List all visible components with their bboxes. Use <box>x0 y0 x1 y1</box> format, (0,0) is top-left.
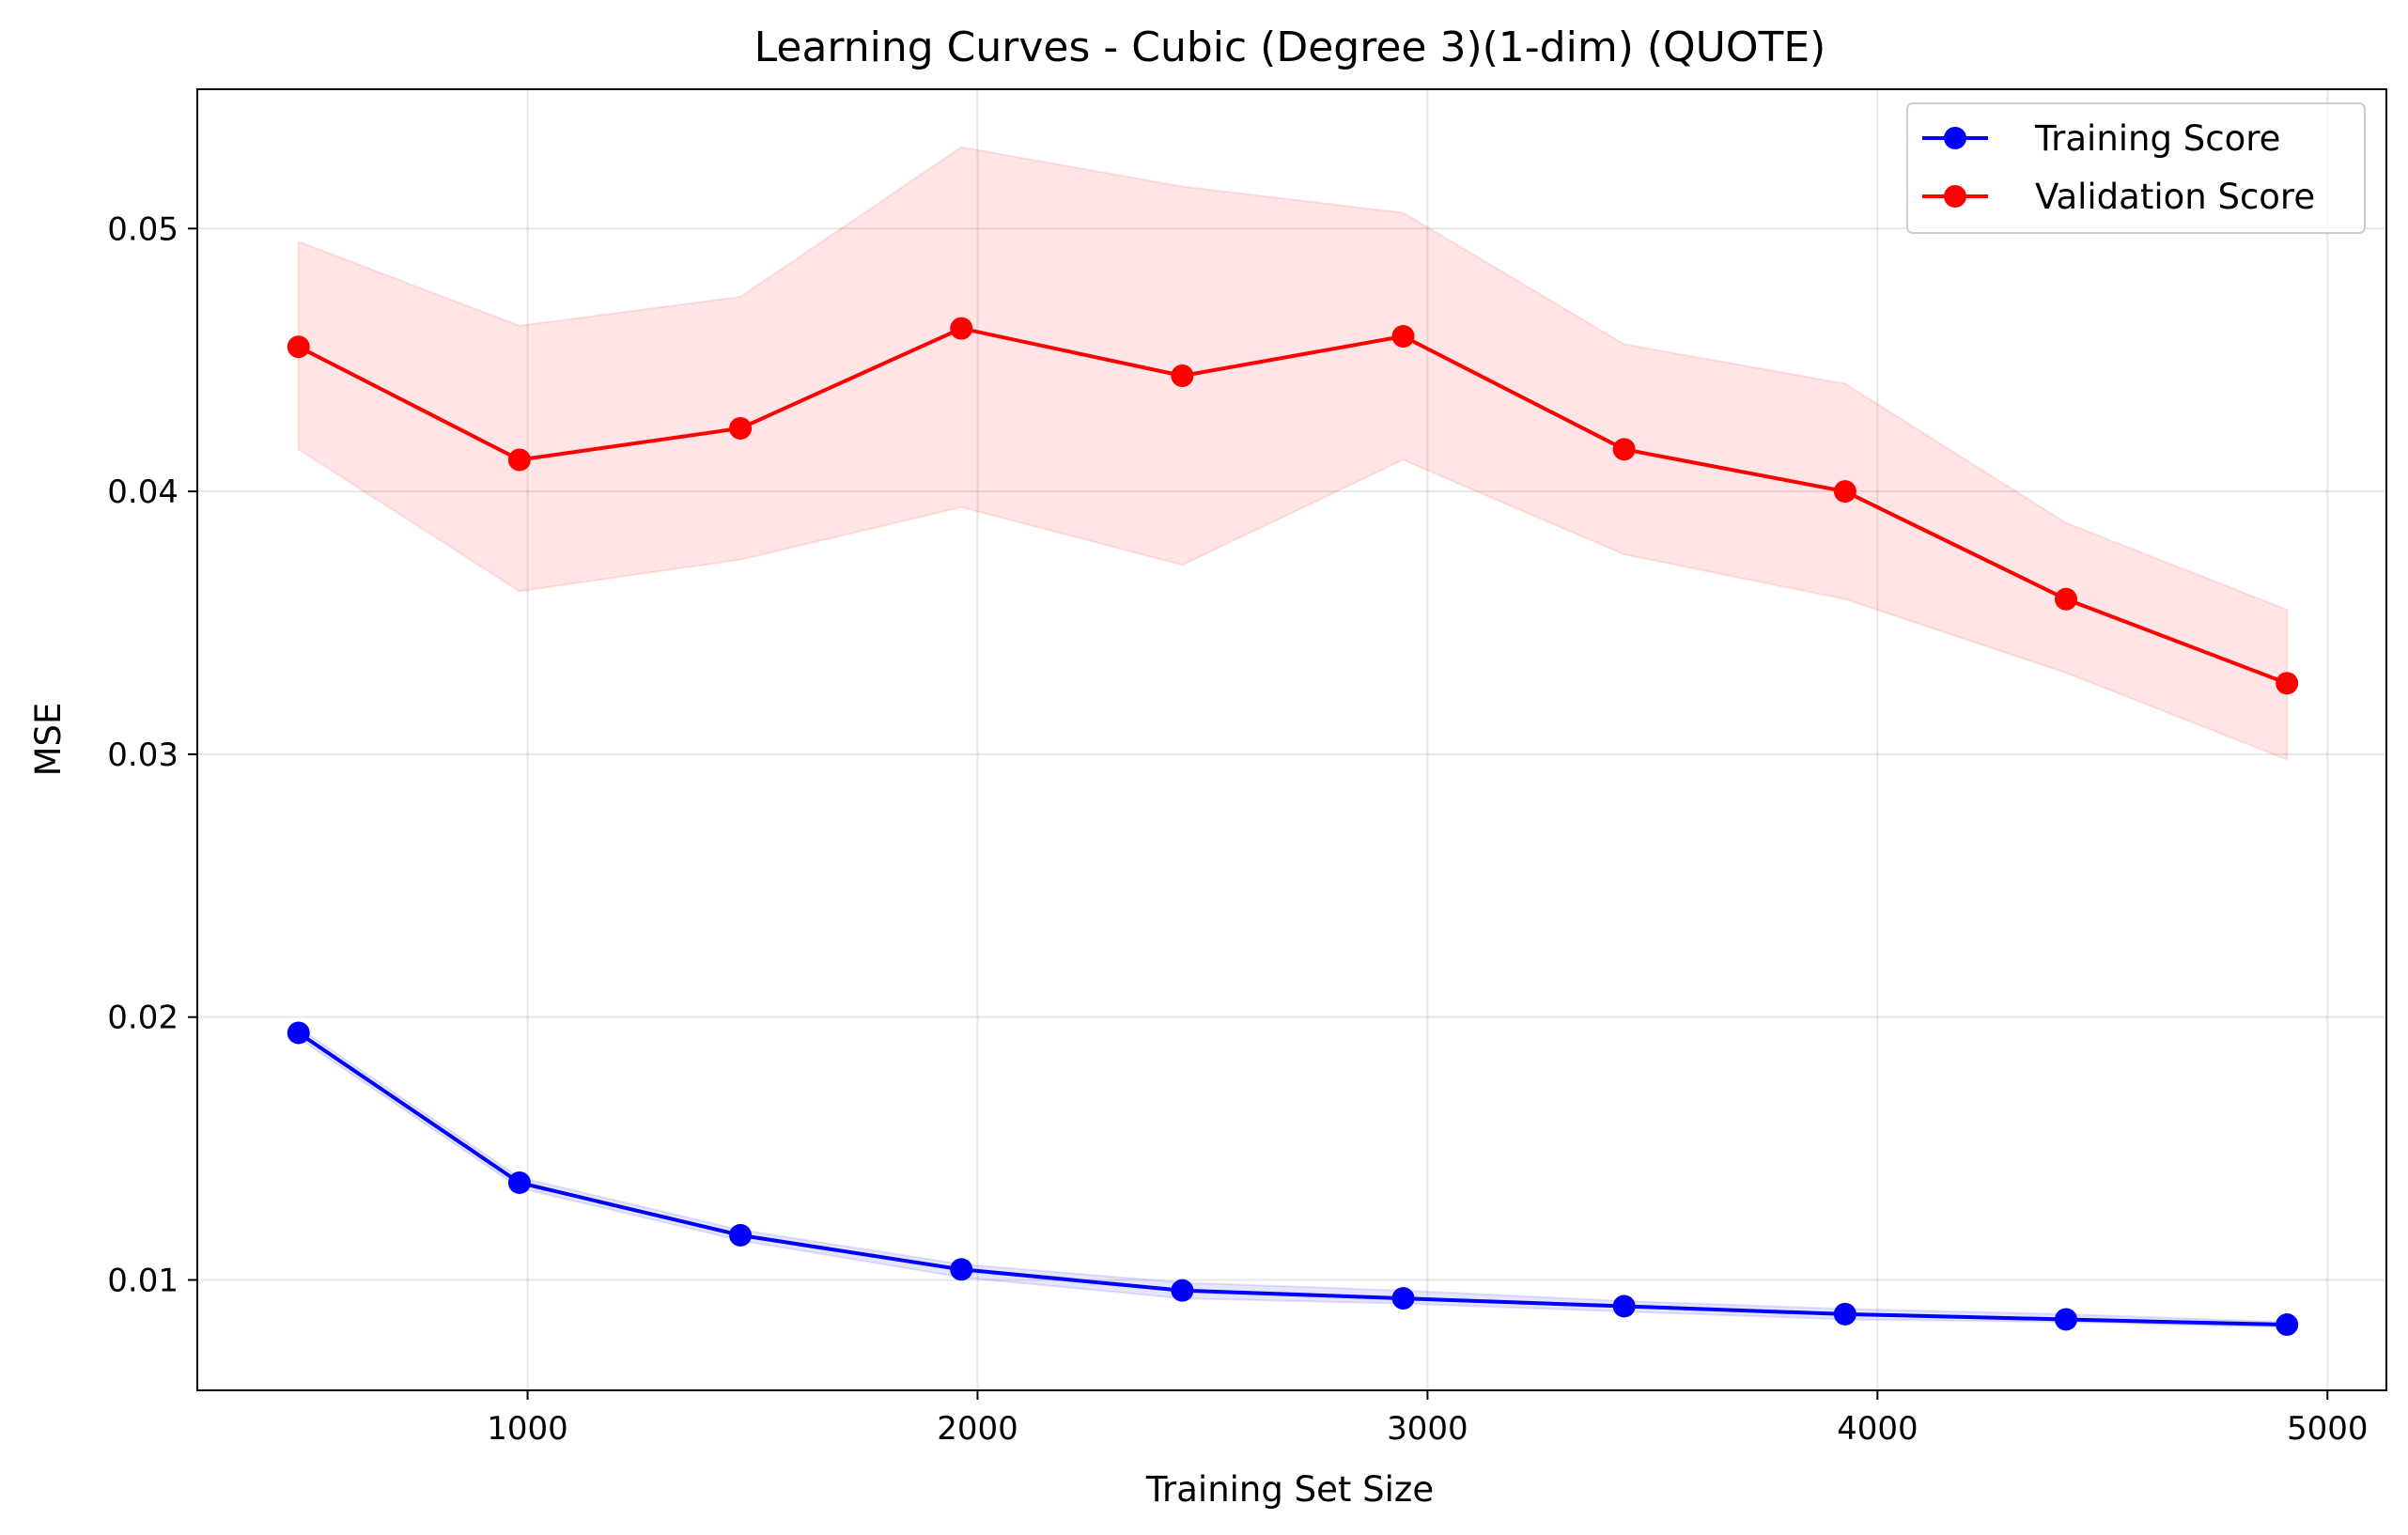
chart-title: Learning Curves - Cubic (Degree 3)(1-dim… <box>754 23 1826 71</box>
validation-score-point <box>950 317 973 340</box>
training-score-point <box>2055 1308 2078 1331</box>
training-score-point <box>1171 1279 1194 1302</box>
x-tick-label-5000: 5000 <box>2287 1410 2369 1448</box>
legend: Training Score Validation Score <box>1906 102 2366 234</box>
validation-score-point <box>2276 672 2299 695</box>
series-lines <box>297 326 2288 1327</box>
training-score-point <box>950 1258 973 1281</box>
training-score-point <box>1612 1295 1636 1318</box>
training-score-point <box>287 1021 310 1045</box>
legend-box <box>1906 102 2366 234</box>
x-axis-label: Training Set Size <box>1145 1469 1434 1510</box>
y-tick-label-0.03: 0.03 <box>107 736 179 774</box>
x-tick-label-2000: 2000 <box>937 1410 1018 1448</box>
legend-label-training: Training Score <box>2034 118 2280 159</box>
series-points <box>287 317 2299 1337</box>
legend-marker-training <box>1944 127 1966 149</box>
training-score-point <box>1391 1287 1415 1310</box>
y-tick-label-0.01: 0.01 <box>107 1262 179 1299</box>
validation-score-point <box>1612 438 1636 461</box>
validation-score-line <box>297 326 2288 686</box>
axis-ticks: 1000 2000 3000 4000 5000 0.01 0.02 0.03 0.04 0.05 <box>107 210 2368 1448</box>
legend-marker-validation <box>1944 185 1966 208</box>
training-score-point <box>507 1171 531 1194</box>
training-score-line <box>297 1031 2288 1327</box>
y-axis-label: MSE <box>28 703 69 777</box>
y-tick-label-0.05: 0.05 <box>107 210 179 248</box>
validation-score-point <box>1171 364 1194 387</box>
validation-score-point <box>1391 325 1415 349</box>
legend-label-validation: Validation Score <box>2035 177 2315 217</box>
y-tick-label-0.04: 0.04 <box>107 473 179 511</box>
validation-score-point <box>507 448 531 472</box>
training-score-point <box>729 1223 753 1247</box>
plot-area-frame <box>196 88 2387 1391</box>
validation-score-point <box>2055 587 2078 611</box>
training-score-point <box>1833 1302 1856 1326</box>
validation-score-band <box>297 146 2289 761</box>
x-tick-label-4000: 4000 <box>1837 1410 1919 1448</box>
training-score-point <box>2276 1313 2299 1337</box>
x-tick-label-1000: 1000 <box>487 1410 568 1448</box>
y-tick-label-0.02: 0.02 <box>107 1000 179 1037</box>
validation-score-point <box>1833 480 1856 504</box>
validation-score-point <box>287 335 310 359</box>
validation-score-point <box>729 416 753 440</box>
x-tick-label-3000: 3000 <box>1387 1410 1468 1448</box>
